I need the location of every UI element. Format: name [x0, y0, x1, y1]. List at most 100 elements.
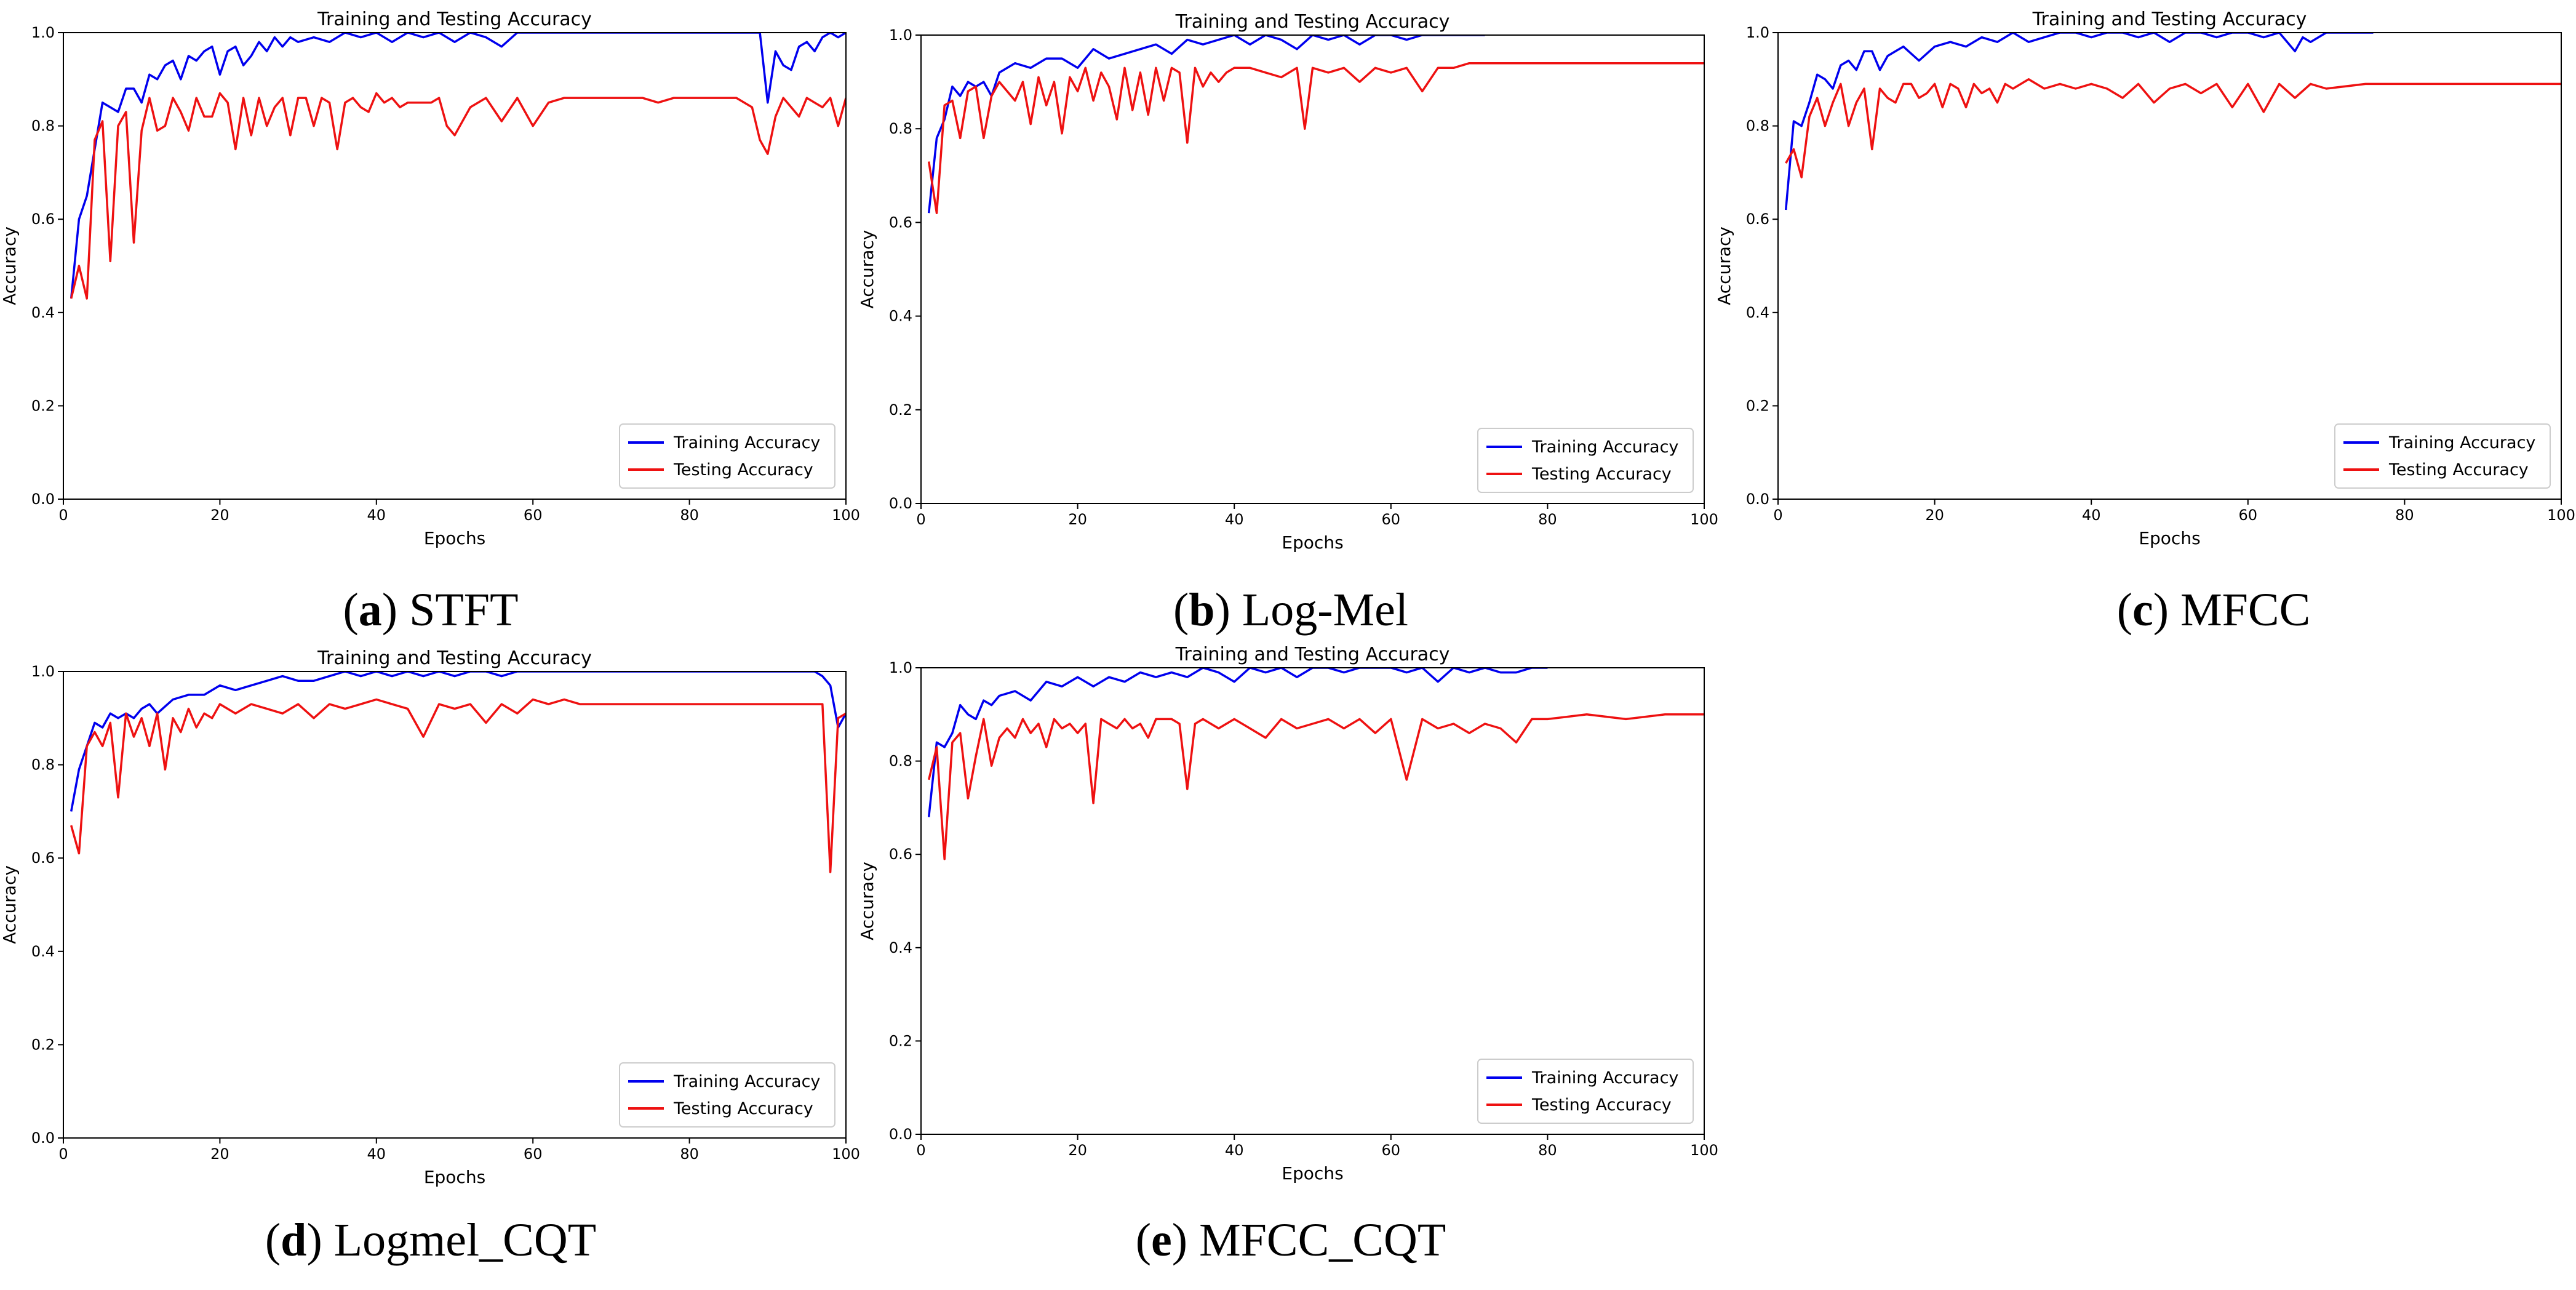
legend: Training Accuracy Testing Accuracy: [2334, 423, 2551, 489]
y-tick-label: 0.2: [1746, 397, 1769, 414]
legend: Training Accuracy Testing Accuracy: [1477, 428, 1694, 493]
caption-paren-open: (: [265, 1214, 281, 1266]
y-tick-label: 0.2: [889, 1032, 912, 1049]
y-tick-label: 0.8: [889, 120, 912, 137]
x-tick-label: 80: [680, 507, 699, 524]
x-tick-label: 40: [1225, 1142, 1244, 1159]
legend-box: [619, 1062, 835, 1128]
y-tick-label: 0.8: [31, 756, 55, 774]
legend: Training Accuracy Testing Accuracy: [1477, 1059, 1694, 1124]
x-tick-label: 80: [1538, 1142, 1557, 1159]
x-tick-label: 60: [2239, 507, 2258, 524]
x-tick-label: 20: [1068, 1142, 1087, 1159]
x-tick-label: 0: [916, 511, 925, 528]
legend-entry: Testing Accuracy: [673, 1099, 813, 1118]
y-tick-label: 0.8: [31, 118, 55, 135]
x-tick-label: 60: [524, 1145, 543, 1163]
x-tick-label: 80: [1538, 511, 1557, 528]
caption-paren-close: ): [382, 584, 409, 636]
legend-box: [2334, 423, 2551, 489]
x-axis-label: Epochs: [424, 1167, 485, 1187]
caption-name: MFCC: [2180, 584, 2310, 636]
y-tick-label: 1.0: [1746, 24, 1769, 41]
caption-paren-close: ): [2153, 584, 2180, 636]
y-axis-label: Accuracy: [857, 862, 877, 940]
x-tick-label: 0: [58, 1145, 68, 1163]
panel-caption: (a) STFT: [343, 584, 518, 636]
y-tick-label: 1.0: [889, 659, 912, 676]
y-tick-label: 0.6: [889, 214, 912, 231]
caption-paren-open: (: [343, 584, 358, 636]
x-tick-label: 100: [2547, 507, 2575, 524]
y-tick-label: 0.4: [31, 943, 55, 960]
caption-paren-close: ): [306, 1214, 333, 1266]
y-tick-label: 0.4: [1746, 304, 1769, 321]
x-tick-label: 100: [832, 1145, 860, 1163]
chart-title: Training and Testing Accuracy: [317, 9, 592, 30]
panel-caption: (c) MFCC: [2117, 584, 2311, 636]
plot-frame: [1777, 32, 2562, 500]
y-tick-label: 0.4: [889, 939, 912, 956]
legend: Training Accuracy Testing Accuracy: [619, 423, 835, 489]
y-tick-label: 0.8: [1746, 118, 1769, 135]
chart-panel-2: 0 20 40 60 80 100 0.0 0.2 0.4 0.6 0.8 1.0 Training a…: [857, 11, 1718, 553]
y-tick-label: 0.6: [31, 210, 55, 228]
plot-frame: [63, 671, 847, 1139]
caption-name: Log-Mel: [1242, 584, 1408, 636]
x-tick-label: 40: [1225, 511, 1244, 528]
panel-caption: (d) Logmel_CQT: [265, 1214, 596, 1266]
training-accuracy-line: [70, 32, 846, 299]
y-tick-label: 1.0: [31, 24, 55, 41]
y-tick-label: 1.0: [889, 26, 912, 44]
y-tick-label: 0.0: [31, 491, 55, 508]
x-tick-label: 40: [367, 507, 386, 524]
caption-letter: d: [281, 1214, 306, 1266]
caption-name: STFT: [409, 584, 518, 636]
y-tick-label: 0.6: [889, 846, 912, 863]
chart-title: Training and Testing Accuracy: [1175, 644, 1450, 665]
legend-entry: Training Accuracy: [673, 433, 820, 452]
legend-entry: Testing Accuracy: [1531, 465, 1672, 484]
x-tick-label: 80: [680, 1145, 699, 1163]
y-tick-label: 0.2: [31, 1036, 55, 1053]
captions-layer: (a) STFT (b) Log-Mel (c) MFCC(d) Logmel_CQ…: [265, 584, 2310, 1266]
y-tick-label: 1.0: [31, 663, 55, 680]
chart-panel-5: 0 20 40 60 80 100 0.0 0.2 0.4 0.6 0.8 1.0 Training a…: [857, 644, 1718, 1184]
x-tick-label: 20: [1068, 511, 1087, 528]
caption-letter: a: [359, 584, 382, 636]
x-tick-label: 20: [1925, 507, 1944, 524]
y-axis-label: Accuracy: [0, 865, 20, 944]
chart-panel-3: 0 20 40 60 80 100 0.0 0.2 0.4 0.6 0.8 1.0 Training a…: [1714, 9, 2575, 548]
legend-box: [619, 423, 835, 489]
caption-paren-open: (: [1173, 584, 1189, 636]
x-axis-label: Epochs: [424, 528, 485, 548]
x-tick-label: 100: [1690, 511, 1718, 528]
testing-accuracy-line: [70, 698, 846, 873]
y-tick-label: 0.8: [889, 753, 912, 770]
caption-name: Logmel_CQT: [334, 1214, 596, 1266]
training-accuracy-line: [927, 667, 1548, 817]
legend-entry: Testing Accuracy: [2388, 460, 2529, 479]
plot-frame: [920, 667, 1705, 1135]
caption-name: MFCC_CQT: [1199, 1214, 1446, 1266]
testing-accuracy-line: [1785, 78, 2561, 178]
caption-paren-close: ): [1215, 584, 1242, 636]
testing-accuracy-line: [70, 92, 846, 300]
legend-entry: Testing Accuracy: [1531, 1096, 1672, 1115]
training-accuracy-line: [1784, 32, 2374, 210]
x-axis-label: Epochs: [2139, 528, 2200, 548]
y-tick-label: 0.4: [31, 304, 55, 321]
legend: Training Accuracy Testing Accuracy: [619, 1062, 835, 1128]
testing-accuracy-line: [927, 713, 1704, 860]
y-tick-label: 0.0: [889, 1126, 912, 1143]
x-tick-label: 80: [2395, 507, 2414, 524]
legend-entry: Training Accuracy: [2388, 433, 2535, 452]
legend-entry: Training Accuracy: [1531, 438, 1678, 457]
legend-box: [1477, 428, 1694, 493]
x-tick-label: 0: [1773, 507, 1782, 524]
y-tick-label: 0.6: [1746, 210, 1769, 228]
legend-box: [1477, 1059, 1694, 1124]
y-axis-label: Accuracy: [0, 226, 20, 305]
caption-letter: b: [1189, 584, 1214, 636]
